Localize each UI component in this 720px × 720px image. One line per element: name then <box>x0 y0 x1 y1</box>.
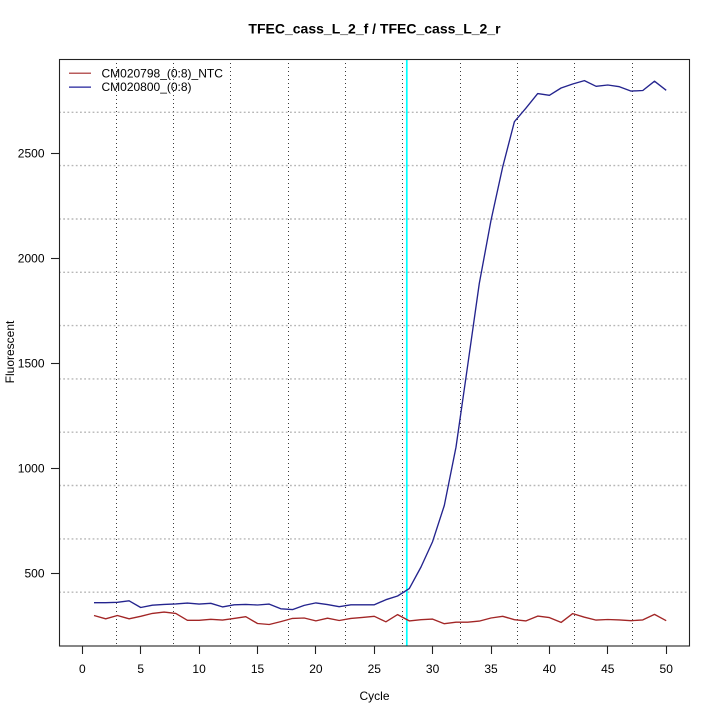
svg-text:25: 25 <box>368 662 382 676</box>
svg-text:5: 5 <box>137 662 144 676</box>
svg-text:35: 35 <box>484 662 498 676</box>
svg-text:20: 20 <box>309 662 323 676</box>
svg-text:40: 40 <box>543 662 557 676</box>
svg-text:CM020798_(0:8)_NTC: CM020798_(0:8)_NTC <box>102 66 224 80</box>
svg-text:0: 0 <box>79 662 86 676</box>
svg-text:30: 30 <box>426 662 440 676</box>
svg-text:Fluorescent: Fluorescent <box>3 320 17 383</box>
svg-text:1000: 1000 <box>18 461 45 475</box>
svg-text:2000: 2000 <box>18 251 45 265</box>
svg-text:CM020800_(0:8): CM020800_(0:8) <box>102 80 192 94</box>
svg-text:TFEC_cass_L_2_f / TFEC_cass_L_: TFEC_cass_L_2_f / TFEC_cass_L_2_r <box>248 21 501 37</box>
svg-text:50: 50 <box>660 662 674 676</box>
svg-text:45: 45 <box>601 662 615 676</box>
svg-text:15: 15 <box>251 662 265 676</box>
svg-text:1500: 1500 <box>18 356 45 370</box>
svg-text:10: 10 <box>192 662 206 676</box>
svg-text:500: 500 <box>24 566 44 580</box>
svg-text:2500: 2500 <box>18 146 45 160</box>
svg-text:Cycle: Cycle <box>359 689 389 703</box>
